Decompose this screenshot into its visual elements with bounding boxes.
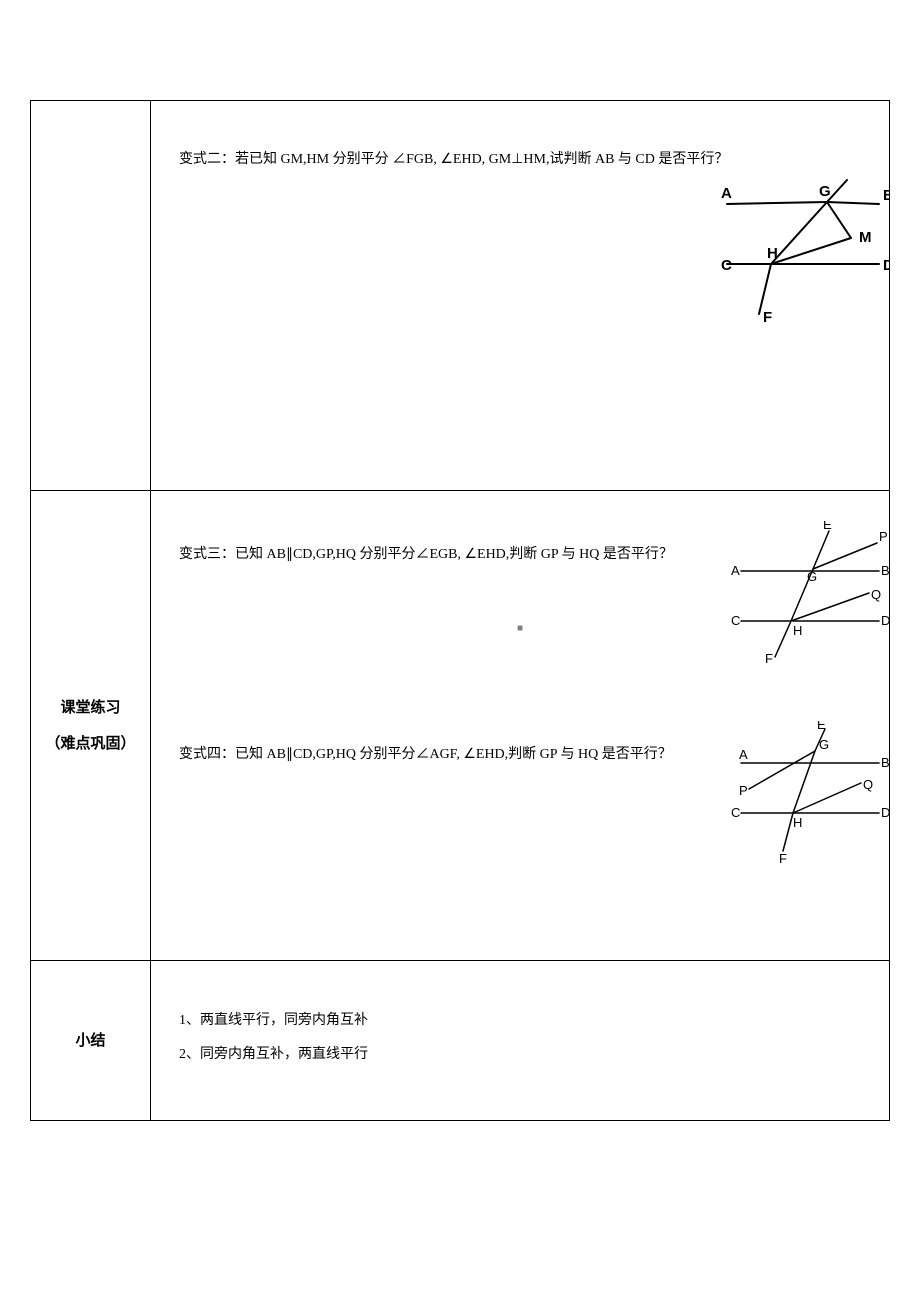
svg-text:B: B bbox=[881, 563, 889, 578]
variant2-text: 变式二：若已知 GM,HM 分别平分 ∠FGB, ∠EHD, GM⊥HM,试判断… bbox=[151, 146, 889, 174]
svg-text:H: H bbox=[793, 623, 802, 638]
row1-label-cell bbox=[31, 101, 151, 491]
row2-content-cell: 变式三：已知 AB∥CD,GP,HQ 分别平分∠EGB, ∠EHD,判断 GP … bbox=[151, 491, 890, 961]
svg-text:F: F bbox=[763, 309, 772, 326]
svg-text:D: D bbox=[883, 257, 889, 274]
svg-text:F: F bbox=[779, 851, 787, 866]
svg-text:G: G bbox=[807, 569, 817, 584]
svg-text:F: F bbox=[765, 651, 773, 666]
svg-text:A: A bbox=[731, 563, 740, 578]
svg-text:H: H bbox=[767, 245, 778, 262]
row3-label-cell: 小结 bbox=[31, 961, 151, 1121]
svg-text:Q: Q bbox=[863, 777, 873, 792]
row2-label-line2: （难点巩固） bbox=[31, 726, 150, 762]
svg-text:B: B bbox=[881, 755, 889, 770]
svg-text:A: A bbox=[721, 185, 732, 202]
variant2-block: 变式二：若已知 GM,HM 分别平分 ∠FGB, ∠EHD, GM⊥HM,试判断… bbox=[151, 146, 889, 446]
svg-text:D: D bbox=[881, 613, 889, 628]
svg-text:P: P bbox=[879, 529, 888, 544]
svg-text:B: B bbox=[883, 187, 889, 204]
figure-variant3: E P A G BQ C H D F bbox=[729, 521, 889, 671]
lesson-table: 变式二：若已知 GM,HM 分别平分 ∠FGB, ∠EHD, GM⊥HM,试判断… bbox=[30, 100, 890, 1121]
svg-text:D: D bbox=[881, 805, 889, 820]
row3-content-cell: 1、两直线平行，同旁内角互补 2、同旁内角互补，两直线平行 bbox=[151, 961, 890, 1121]
svg-text:G: G bbox=[819, 737, 829, 752]
variant4-block: 变式四：已知 AB∥CD,GP,HQ 分别平分∠AGF, ∠EHD,判断 GP … bbox=[151, 741, 889, 911]
summary-item2: 2、同旁内角互补，两直线平行 bbox=[151, 1041, 889, 1069]
svg-text:G: G bbox=[819, 183, 831, 200]
figure-variant2: A G B M C H D F bbox=[719, 176, 889, 326]
svg-text:C: C bbox=[731, 805, 740, 820]
svg-text:H: H bbox=[793, 815, 802, 830]
row3-label: 小结 bbox=[75, 1032, 105, 1049]
svg-text:C: C bbox=[721, 257, 732, 274]
svg-text:A: A bbox=[739, 747, 748, 762]
svg-text:M: M bbox=[859, 229, 872, 246]
svg-text:E: E bbox=[823, 521, 832, 532]
row2-label-line1: 课堂练习 bbox=[31, 690, 150, 726]
svg-text:E: E bbox=[817, 721, 826, 732]
document-page: 变式二：若已知 GM,HM 分别平分 ∠FGB, ∠EHD, GM⊥HM,试判断… bbox=[0, 0, 920, 1201]
summary-item1: 1、两直线平行，同旁内角互补 bbox=[151, 1007, 889, 1035]
row2-label-cell: 课堂练习 （难点巩固） bbox=[31, 491, 151, 961]
variant3-block: 变式三：已知 AB∥CD,GP,HQ 分别平分∠EGB, ∠EHD,判断 GP … bbox=[151, 541, 889, 741]
row1-content-cell: 变式二：若已知 GM,HM 分别平分 ∠FGB, ∠EHD, GM⊥HM,试判断… bbox=[151, 101, 890, 491]
svg-text:Q: Q bbox=[871, 587, 881, 602]
svg-text:P: P bbox=[739, 783, 748, 798]
svg-text:C: C bbox=[731, 613, 740, 628]
figure-variant4: EG A B P Q C H D F bbox=[729, 721, 889, 871]
